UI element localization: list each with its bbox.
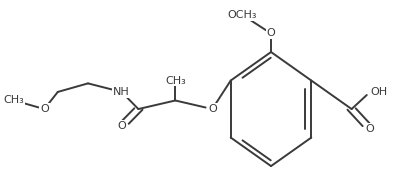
Text: NH: NH bbox=[113, 87, 130, 97]
Text: CH₃: CH₃ bbox=[165, 75, 186, 86]
Text: CH₃: CH₃ bbox=[4, 96, 24, 105]
Text: O: O bbox=[366, 124, 375, 134]
Text: O: O bbox=[267, 28, 275, 38]
Text: O: O bbox=[40, 104, 49, 114]
Text: O: O bbox=[117, 121, 126, 131]
Text: OCH₃: OCH₃ bbox=[228, 10, 257, 20]
Text: O: O bbox=[208, 104, 217, 114]
Text: OH: OH bbox=[370, 87, 387, 97]
